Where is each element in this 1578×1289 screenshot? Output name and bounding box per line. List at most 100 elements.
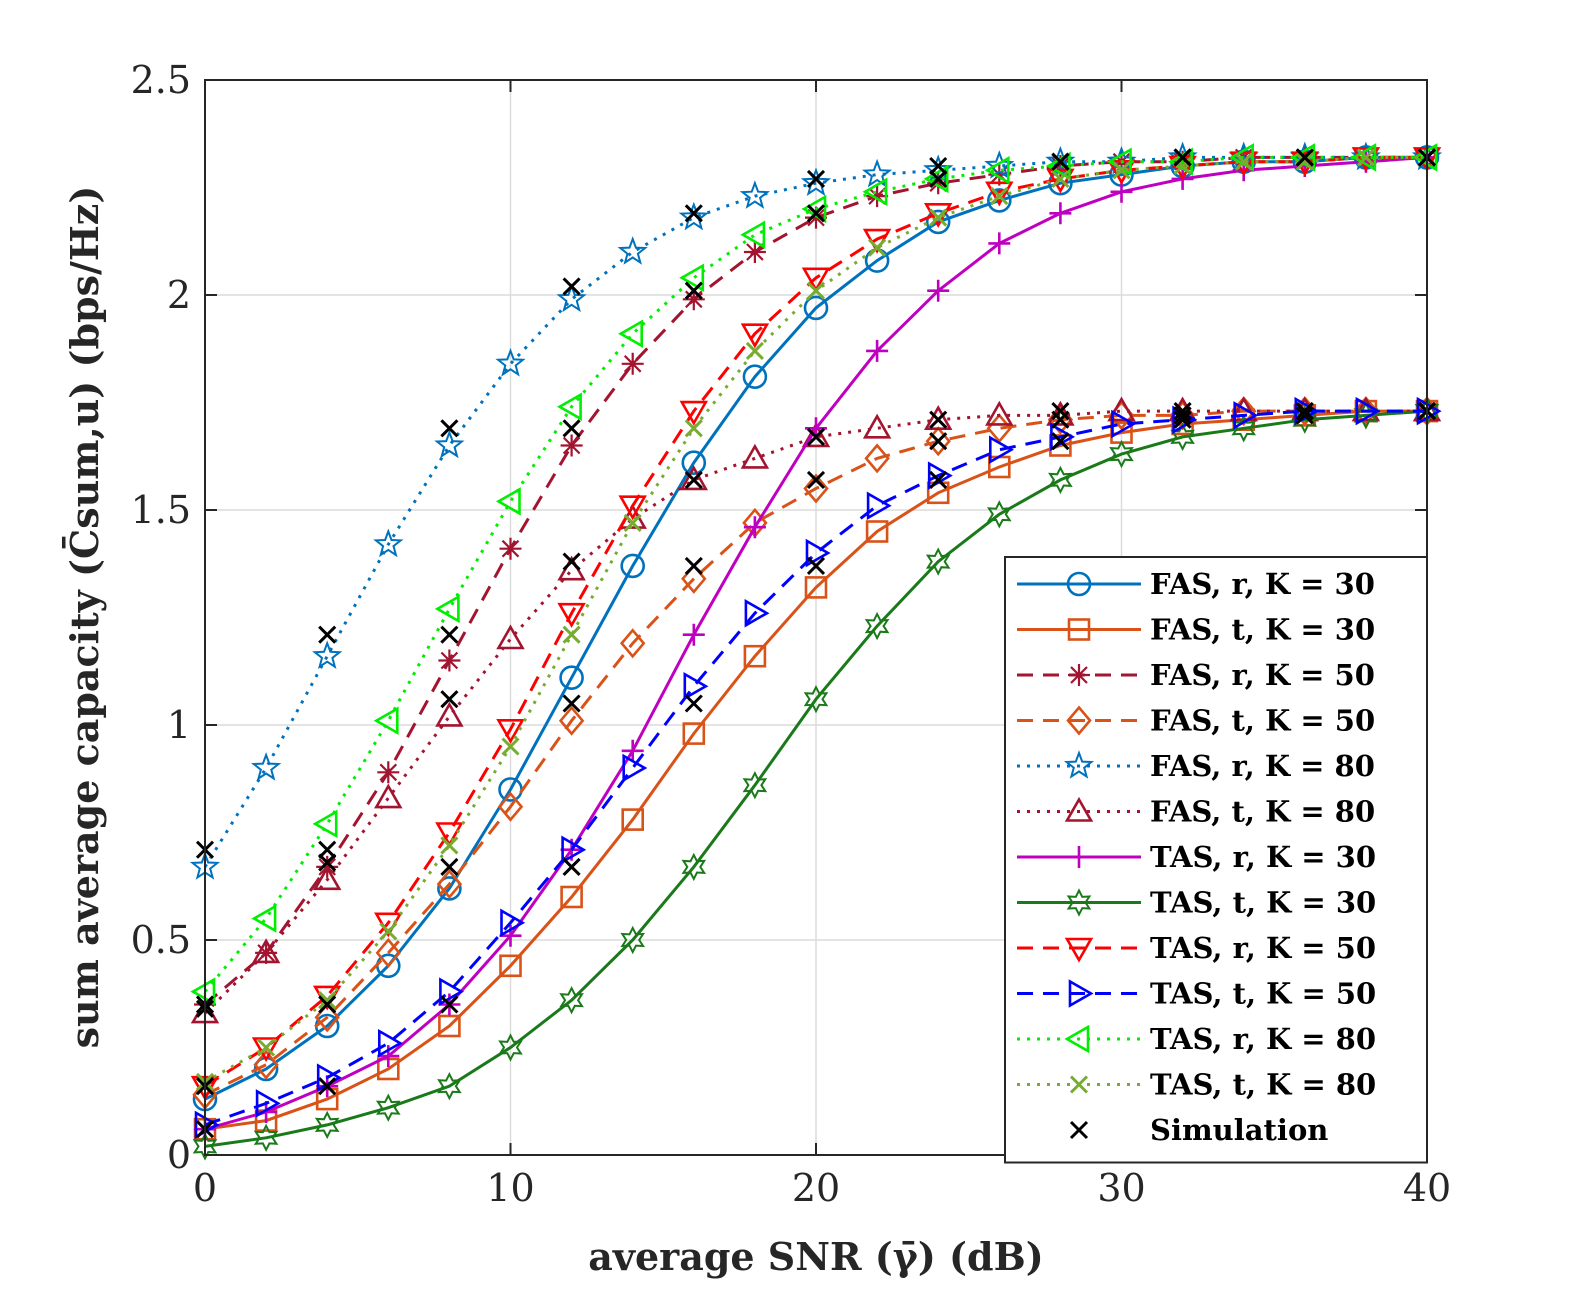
data-point <box>435 701 464 727</box>
simulation-point <box>929 156 948 176</box>
data-point <box>440 836 459 855</box>
x-tick-label: 30 <box>1097 1166 1145 1210</box>
data-point <box>617 236 648 265</box>
data-point <box>438 1014 461 1038</box>
data-point <box>684 419 703 438</box>
data-point <box>805 538 831 568</box>
data-point <box>621 739 644 762</box>
data-point <box>1231 414 1257 443</box>
data-point <box>1170 422 1195 452</box>
data-point <box>497 791 524 822</box>
simulation-point <box>1051 432 1070 451</box>
data-point <box>742 770 768 800</box>
series-line <box>204 409 1428 1148</box>
data-point <box>621 352 644 375</box>
axis-ticks: 0 10 20 30 40 0 0.5 1 1.5 2 2.5 <box>131 58 1452 1210</box>
data-point <box>558 705 585 736</box>
data-point <box>495 487 521 516</box>
data-point <box>740 323 770 349</box>
data-point <box>1230 396 1257 427</box>
data-point <box>803 473 829 504</box>
data-point <box>377 1028 403 1058</box>
y-tick-label: 0 <box>167 1133 191 1177</box>
legend-entry: FAS, r, K = 80 <box>1017 749 1375 783</box>
data-point <box>743 644 767 668</box>
simulation-point <box>806 556 826 575</box>
legend-marker <box>1066 571 1092 597</box>
data-point <box>682 288 705 311</box>
data-point <box>251 1037 281 1063</box>
series-line <box>204 155 1427 1088</box>
series-line <box>204 409 1427 1097</box>
data-point <box>318 991 337 1010</box>
data-point <box>499 537 522 560</box>
legend-entry: FAS, r, K = 30 <box>1017 567 1375 601</box>
legend-label: FAS, t, K = 80 <box>1150 795 1375 829</box>
data-point <box>1234 152 1253 171</box>
simulation-point <box>684 556 703 575</box>
legend-marker <box>1064 937 1094 963</box>
data-point <box>1051 169 1070 188</box>
data-point <box>742 364 768 390</box>
legend-marker <box>1066 705 1092 736</box>
data-point <box>801 267 831 293</box>
data-point <box>1233 401 1259 430</box>
data-point <box>988 232 1011 255</box>
legend-marker <box>1067 618 1091 641</box>
legend-marker <box>1069 1075 1089 1094</box>
simulation-point <box>1173 402 1192 421</box>
data-point <box>556 392 582 422</box>
simulation-point <box>1051 402 1070 421</box>
data-point <box>255 941 278 964</box>
series-line <box>204 409 1427 1131</box>
data-point <box>1353 396 1379 427</box>
series-10 <box>190 143 1438 1006</box>
legend-marker <box>1068 846 1090 868</box>
legend-label: FAS, r, K = 50 <box>1150 658 1375 692</box>
simulation-point <box>806 470 826 489</box>
data-point <box>985 181 1014 207</box>
data-point <box>865 520 889 543</box>
legend-label: TAS, t, K = 30 <box>1150 886 1376 920</box>
data-point <box>622 753 648 783</box>
legend-label: FAS, r, K = 30 <box>1150 567 1375 601</box>
data-point <box>434 429 465 459</box>
data-point <box>623 513 642 532</box>
data-point <box>1048 465 1073 495</box>
data-point <box>866 491 892 520</box>
simulation-point <box>440 625 459 644</box>
data-point <box>745 341 764 360</box>
data-point <box>312 809 338 839</box>
simulation-point <box>318 625 337 644</box>
data-point <box>990 187 1009 206</box>
plot-series <box>189 141 1443 1161</box>
data-point <box>800 167 832 196</box>
data-point <box>806 281 826 300</box>
data-point <box>496 624 525 650</box>
data-point <box>500 908 526 938</box>
y-tick-label: 2 <box>167 273 191 317</box>
legend-entry: FAS, t, K = 30 <box>1017 613 1375 647</box>
data-point <box>257 1038 276 1057</box>
data-point <box>1356 148 1375 167</box>
simulation-point <box>1295 402 1314 421</box>
data-point <box>495 347 526 377</box>
simulation-point <box>1295 148 1314 167</box>
simulation-point <box>562 857 581 876</box>
data-point <box>679 263 705 293</box>
legend-label: FAS, r, K = 80 <box>1150 749 1375 783</box>
data-point <box>986 188 1012 213</box>
data-point <box>312 865 342 891</box>
data-point <box>618 319 644 348</box>
data-point <box>1351 143 1377 172</box>
legend-entry: FAS, t, K = 80 <box>1017 795 1375 829</box>
simulation-point <box>562 419 581 438</box>
data-point <box>379 922 398 941</box>
data-point <box>986 500 1012 529</box>
legend-marker <box>1069 1120 1089 1140</box>
legend-label: TAS, r, K = 50 <box>1150 931 1376 965</box>
x-tick-label: 10 <box>486 1166 534 1210</box>
data-point <box>803 295 829 321</box>
data-point <box>1295 152 1314 171</box>
data-point <box>192 1132 218 1161</box>
